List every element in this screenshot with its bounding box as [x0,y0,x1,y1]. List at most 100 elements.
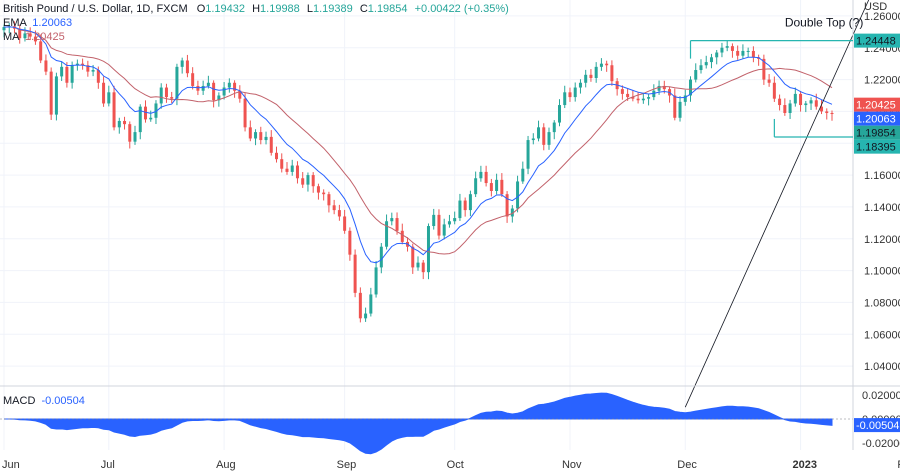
close-label: C [360,3,368,15]
candle-body [767,79,771,83]
candle-body [49,71,53,115]
macd-tick-label: -0.02000 [862,438,900,450]
candle-body [149,117,153,120]
price-tags: 1.24448 1.20425 1.20063 1.19854 1.18395 -0.00… [854,33,900,433]
high-value: 1.19988 [260,3,300,15]
candle-body [353,254,357,293]
candle-body [641,98,645,101]
candle-body [605,63,609,66]
macd-legend: MACD -0.00504 [3,395,85,407]
candle-body [416,262,420,268]
open-label: O [197,3,206,15]
candle-body [248,127,252,139]
macd-pane [0,0,870,455]
low-label: L [307,3,313,15]
price-tick-label: 1.10000 [864,266,900,278]
change-value: +0.00422 (+0.35%) [415,3,509,15]
price-axis-unit: USD [864,1,887,13]
candle-body [830,113,834,115]
symbol-title: British Pound / U.S. Dollar, 1D, FXCM [3,3,188,15]
candle-body [143,106,147,120]
candle-body [495,179,499,191]
price-tick-label: 1.26000 [864,11,900,23]
price-tick-label: 1.12000 [864,234,900,246]
candle-body [589,74,593,78]
candle-body [264,136,268,141]
candle-body [573,87,577,98]
candle-body [474,178,478,195]
candle-body [453,218,457,222]
candle-body [259,132,263,141]
candle-body [458,200,462,219]
candle-body [107,92,111,104]
candle-body [772,82,776,99]
candle-body [542,127,546,145]
candle-body [699,65,703,71]
candle-body [369,294,373,314]
candle-body [128,124,132,142]
price-pane [2,21,834,323]
candle-body [557,105,561,123]
candle-body [725,46,729,48]
candle-body [652,90,656,98]
price-tag: 1.19854 [856,128,896,140]
candle-body [510,208,514,217]
candle-body [238,90,242,99]
price-tag: 1.18395 [856,142,896,154]
ema-line [3,26,833,264]
candle-body [290,165,294,172]
candle-body [285,168,289,172]
candle-body [311,175,315,187]
ema-value: 1.20063 [32,17,72,29]
candle-body [505,194,509,217]
candle-body [395,218,399,231]
high-label: H [252,3,260,15]
candle-body [327,194,331,206]
candle-body [86,65,90,72]
candle-body [23,33,27,39]
candle-body [233,82,237,91]
candle-body [793,93,797,104]
price-tag-bg [854,111,900,126]
candle-body [201,85,205,91]
candle-body [442,224,446,236]
candle-body [306,175,310,185]
low-value: 1.19389 [313,3,353,15]
grid [0,0,853,450]
candle-body [170,97,174,99]
candle-body [479,171,483,179]
candle-body [164,87,168,98]
time-axis-label: Jun [2,459,20,471]
candle-body [516,181,520,209]
time-axis-label: Oct [447,459,464,471]
candle-body [243,98,247,128]
candle-body [678,101,682,118]
candle-body [500,179,504,195]
candle-body [138,106,142,133]
candle-body [112,92,116,128]
candle-body [348,230,352,255]
price-tick-label: 1.16000 [864,170,900,182]
candle-body [33,36,37,42]
close-value: 1.19854 [368,3,408,15]
candle-body [599,63,603,67]
candle-body [96,70,100,83]
candle-body [159,87,163,104]
candle-body [364,313,368,319]
candle-body [568,92,572,98]
candle-body [117,120,121,128]
candle-body [751,50,755,58]
candle-body [390,218,394,222]
ma-line [3,26,833,255]
price-tag-bg [854,33,900,48]
candle-body [154,103,158,118]
candle-body [191,73,195,86]
candle-body [809,100,813,104]
candle-body [657,85,661,91]
candle-body [295,165,299,179]
candle-body [222,87,226,96]
candle-body [332,205,336,211]
candle-body [269,136,273,153]
candle-body [662,85,666,90]
